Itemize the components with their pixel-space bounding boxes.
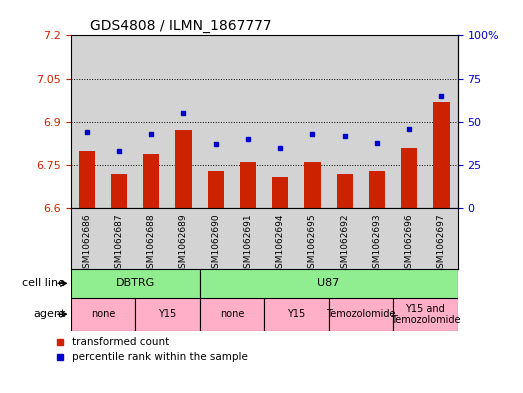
Text: transformed count: transformed count	[72, 336, 169, 347]
Text: DBTRG: DBTRG	[116, 278, 155, 288]
Text: GDS4808 / ILMN_1867777: GDS4808 / ILMN_1867777	[90, 19, 271, 33]
Bar	[175, 130, 191, 208]
Text: GSM1062696: GSM1062696	[405, 213, 414, 274]
Text: GSM1062688: GSM1062688	[147, 213, 156, 274]
Bar	[369, 171, 385, 208]
Text: GSM1062692: GSM1062692	[340, 213, 349, 274]
Bar	[200, 269, 458, 298]
Bar	[304, 162, 321, 208]
Bar	[264, 298, 328, 331]
Text: GSM1062691: GSM1062691	[244, 213, 253, 274]
Bar	[328, 298, 393, 331]
Bar	[434, 102, 450, 208]
Bar	[143, 154, 160, 208]
Bar	[337, 174, 353, 208]
Text: GSM1062697: GSM1062697	[437, 213, 446, 274]
Bar	[135, 298, 200, 331]
Text: GSM1062690: GSM1062690	[211, 213, 220, 274]
Text: agent: agent	[33, 309, 65, 319]
Text: Y15 and
Temozolomide: Y15 and Temozolomide	[391, 304, 460, 325]
Text: GSM1062687: GSM1062687	[115, 213, 123, 274]
Bar	[111, 174, 127, 208]
Text: none: none	[90, 309, 115, 319]
Bar	[78, 151, 95, 208]
Text: none: none	[220, 309, 244, 319]
Text: GSM1062693: GSM1062693	[372, 213, 381, 274]
Text: U87: U87	[317, 278, 340, 288]
Text: GSM1062694: GSM1062694	[276, 213, 285, 274]
Text: cell line: cell line	[22, 278, 65, 288]
Bar	[208, 171, 224, 208]
Bar	[71, 269, 200, 298]
Bar	[200, 298, 264, 331]
Bar	[272, 176, 288, 208]
Bar	[240, 162, 256, 208]
Text: Y15: Y15	[287, 309, 305, 319]
Text: GSM1062686: GSM1062686	[82, 213, 91, 274]
Text: Temozolomide: Temozolomide	[326, 309, 395, 319]
Bar	[401, 148, 417, 208]
Text: GSM1062689: GSM1062689	[179, 213, 188, 274]
Bar	[393, 298, 458, 331]
Text: Y15: Y15	[158, 309, 176, 319]
Text: percentile rank within the sample: percentile rank within the sample	[72, 353, 247, 362]
Bar	[71, 298, 135, 331]
Text: GSM1062695: GSM1062695	[308, 213, 317, 274]
